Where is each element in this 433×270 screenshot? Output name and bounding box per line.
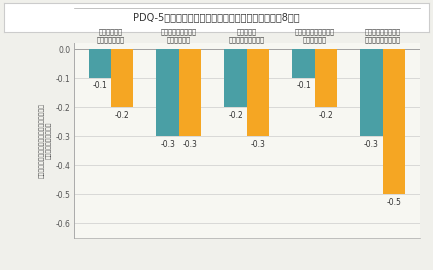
Text: -0.2: -0.2 bbox=[115, 110, 129, 120]
Text: 頭が完全に真っ白に
なったように感じる: 頭が完全に真っ白に なったように感じる bbox=[365, 28, 401, 43]
Bar bbox=[383, 49, 405, 194]
Text: 調べないと
日にちがわからない: 調べないと 日にちがわからない bbox=[229, 28, 265, 43]
Bar bbox=[360, 49, 383, 136]
Bar bbox=[89, 49, 111, 78]
Text: -0.1: -0.1 bbox=[92, 82, 107, 90]
Text: 電話後、何を話したか
覚えていない: 電話後、何を話したか 覚えていない bbox=[295, 28, 335, 43]
Text: テレビや読書などに
集中できない: テレビや読書などに 集中できない bbox=[161, 28, 197, 43]
Y-axis label: ベースラインからの変化量（最小二乗平均）
（プラセボ群との差）: ベースラインからの変化量（最小二乗平均） （プラセボ群との差） bbox=[39, 103, 52, 178]
Text: -0.3: -0.3 bbox=[364, 140, 379, 148]
Text: -0.2: -0.2 bbox=[319, 110, 333, 120]
Bar bbox=[111, 49, 133, 107]
Bar bbox=[247, 49, 269, 136]
Bar bbox=[315, 49, 337, 107]
Text: -0.1: -0.1 bbox=[296, 82, 311, 90]
Bar bbox=[179, 49, 201, 136]
Bar bbox=[292, 49, 315, 78]
Text: -0.3: -0.3 bbox=[251, 140, 265, 148]
Text: -0.2: -0.2 bbox=[228, 110, 243, 120]
Text: -0.3: -0.3 bbox=[160, 140, 175, 148]
Text: PDQ-5項目別スコアの変化（プラセボ群との差）（8週）: PDQ-5項目別スコアの変化（プラセボ群との差）（8週） bbox=[133, 12, 300, 23]
Text: -0.3: -0.3 bbox=[183, 140, 197, 148]
Text: 物事の整理が
うまくできない: 物事の整理が うまくできない bbox=[97, 28, 125, 43]
Text: -0.5: -0.5 bbox=[386, 198, 401, 207]
Bar bbox=[224, 49, 247, 107]
Bar bbox=[156, 49, 179, 136]
